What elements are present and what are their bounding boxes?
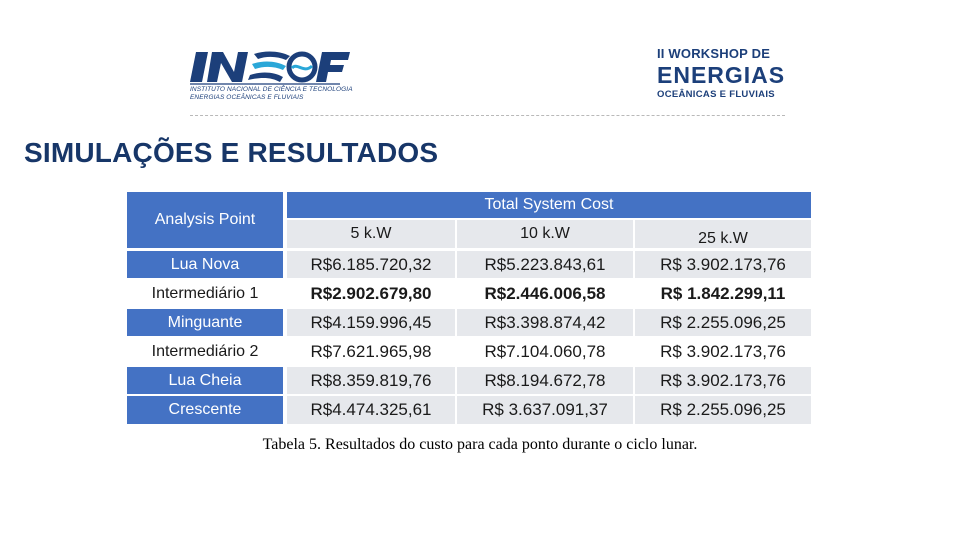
analysis-point-header: Analysis Point [127,192,283,248]
results-table: Analysis Point Total System Cost 5 k.W 1… [127,192,811,424]
table-cell-text: R$ 3.637.091,37 [482,400,608,419]
total-system-cost-header: Total System Cost [287,192,811,218]
workshop-logo-line2: ENERGIAS [657,62,786,88]
table-cell: R$8.359.819,76 [287,367,455,394]
table-cell: R$ 3.902.173,76 [635,367,811,394]
table-cell-text: R$7.104.060,78 [484,341,606,361]
table-cell: R$2.902.679,80 [287,280,455,307]
table-cell: R$7.104.060,78 [457,338,633,365]
header-divider [190,115,785,116]
table-cell-text: R$4.474.325,61 [310,400,432,419]
ineof-subtitle-line1: INSTITUTO NACIONAL DE CIÊNCIA E TECNOLOG… [190,86,353,93]
table-cell: R$5.223.843,61 [457,251,633,278]
row-label-text: Intermediário 2 [151,342,259,360]
table-cell-text: R$4.159.996,45 [310,312,432,332]
table-cell: R$ 2.255.096,25 [635,396,811,424]
table-cell: R$ 3.637.091,37 [457,396,633,424]
table-cell-text: R$6.185.720,32 [310,254,432,274]
table-cell-text: R$8.194.672,78 [484,370,606,390]
table-cell-text: R$ 2.255.096,25 [660,312,786,332]
workshop-logo-line1: II WORKSHOP DE [657,46,771,61]
row-label: Intermediário 2 [127,338,283,365]
total-system-cost-header-text: Total System Cost [484,196,614,213]
table-cell-text: R$2.902.679,80 [310,283,432,303]
workshop-logo-line3: OCEÂNICAS E FLUVIAIS [657,89,775,100]
table-cell: R$ 3.902.173,76 [635,251,811,278]
table-caption: Tabela 5. Resultados do custo para cada … [262,436,698,453]
row-label-text: Intermediário 1 [151,284,259,302]
table-cell: R$4.474.325,61 [287,396,455,424]
table-cell-text: R$ 1.842.299,11 [660,283,786,303]
workshop-logo: II WORKSHOP DE ENERGIAS OCEÂNICAS E FLUV… [657,46,797,100]
table-cell-text: R$7.621.965,98 [310,341,432,361]
column-header-5kw-text: 5 k.W [350,225,392,242]
row-label-text: Lua Nova [170,255,240,273]
column-header-5kw: 5 k.W [287,220,455,248]
table-cell: R$3.398.874,42 [457,309,633,336]
ineof-logo: INSTITUTO NACIONAL DE CIÊNCIA E TECNOLOG… [190,48,353,104]
table-cell: R$7.621.965,98 [287,338,455,365]
table-cell-text: R$ 3.902.173,76 [660,254,786,274]
ineof-logo-mark [190,51,350,85]
row-label: Lua Cheia [127,367,283,394]
table-cell-text: R$8.359.819,76 [310,370,432,390]
table-cell: R$8.194.672,78 [457,367,633,394]
ineof-subtitle-line2: ENERGIAS OCEÂNICAS E FLUVIAIS [190,93,304,101]
slide-title: SIMULAÇÕES E RESULTADOS [24,137,439,168]
table-cell-text: R$ 2.255.096,25 [660,400,786,419]
row-label: Intermediário 1 [127,280,283,307]
table-cell: R$ 3.902.173,76 [635,338,811,365]
table-cell: R$ 1.842.299,11 [635,280,811,307]
table-cell-text: R$3.398.874,42 [484,312,606,332]
table-cell: R$4.159.996,45 [287,309,455,336]
table-cell: R$6.185.720,32 [287,251,455,278]
column-header-10kw-text: 10 k.W [520,225,570,242]
row-label: Crescente [127,396,283,424]
row-label-text: Minguante [167,313,243,331]
table-cell-text: R$ 3.902.173,76 [660,341,786,361]
table-cell-text: R$ 3.902.173,76 [660,370,786,390]
table-cell: R$ 2.255.096,25 [635,309,811,336]
table-cell: R$2.446.006,58 [457,280,633,307]
table-cell-text: R$5.223.843,61 [484,254,606,274]
row-label: Lua Nova [127,251,283,278]
column-header-25kw: 25 k.W [635,220,811,248]
row-label-text: Crescente [168,401,242,418]
analysis-point-header-text: Analysis Point [154,211,256,228]
row-label-text: Lua Cheia [168,371,242,389]
ineof-logo-subtitle: INSTITUTO NACIONAL DE CIÊNCIA E TECNOLOG… [190,86,353,101]
column-header-25kw-text: 25 k.W [698,230,748,247]
row-label: Minguante [127,309,283,336]
column-header-10kw: 10 k.W [457,220,633,248]
table-cell-text: R$2.446.006,58 [484,283,606,303]
